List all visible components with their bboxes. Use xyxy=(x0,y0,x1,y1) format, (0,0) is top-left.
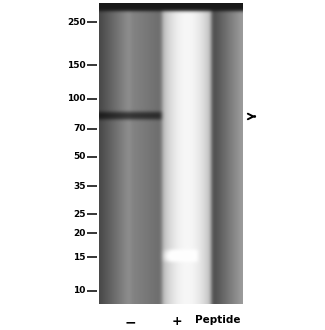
Text: 20: 20 xyxy=(73,229,86,238)
Text: 25: 25 xyxy=(73,210,86,219)
Text: 100: 100 xyxy=(67,94,86,103)
Text: Peptide: Peptide xyxy=(195,315,241,325)
Text: 150: 150 xyxy=(67,60,86,70)
Text: +: + xyxy=(171,315,182,328)
Text: 10: 10 xyxy=(73,286,86,295)
Text: 70: 70 xyxy=(73,124,86,133)
Text: 15: 15 xyxy=(73,252,86,262)
Text: 50: 50 xyxy=(73,152,86,161)
Text: −: − xyxy=(124,315,136,329)
Text: 35: 35 xyxy=(73,182,86,191)
Text: 250: 250 xyxy=(67,18,86,27)
